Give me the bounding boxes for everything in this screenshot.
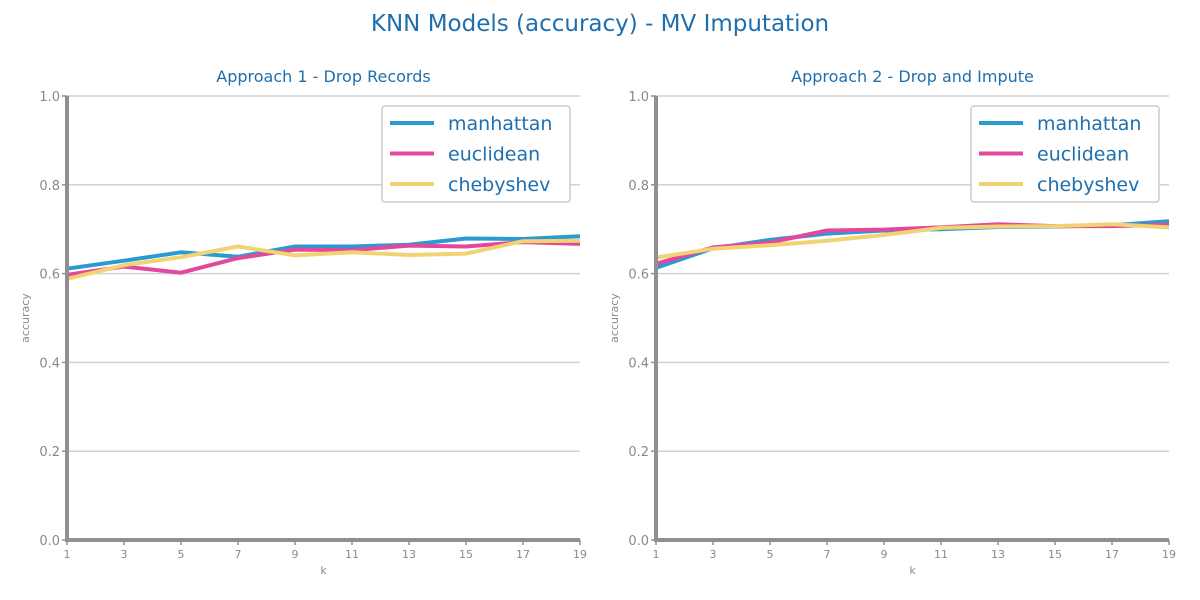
x-tick-label: 9 — [881, 548, 888, 561]
chart-panel-2: Approach 2 - Drop and Impute 0.0 0.2 0.4 0.6… — [608, 67, 1176, 577]
y-tick-label: 0.6 — [628, 268, 649, 283]
x-tick-label: 19 — [1162, 548, 1176, 561]
legend-label-euclidean: euclidean — [448, 144, 540, 166]
y-tick-label: 0.8 — [628, 179, 649, 194]
x-tick-label: 15 — [1048, 548, 1062, 561]
y-tick-label: 0.4 — [39, 356, 60, 371]
x-tick-label: 17 — [1105, 548, 1119, 561]
series-line-euclidean — [66, 240, 581, 277]
x-tick-label: 7 — [824, 548, 831, 561]
x-tick-label: 3 — [710, 548, 717, 561]
legend-label-chebyshev: chebyshev — [448, 174, 550, 196]
y-axis-label: accuracy — [608, 293, 621, 343]
legend: manhattan euclidean chebyshev — [970, 105, 1160, 203]
legend-box — [381, 105, 571, 203]
y-tick-label: 1.0 — [39, 90, 60, 105]
y-tick-label: 0.0 — [628, 534, 649, 549]
x-tick-label: 7 — [235, 548, 242, 561]
y-tick-label: 0.8 — [39, 179, 60, 194]
x-tick-label: 5 — [178, 548, 185, 561]
y-tick-label: 0.2 — [628, 445, 649, 460]
legend-label-manhattan: manhattan — [448, 113, 552, 135]
y-tick-label: 0.6 — [39, 268, 60, 283]
x-tick-label: 11 — [934, 548, 948, 561]
x-tick-label: 15 — [459, 548, 473, 561]
chart-title: Approach 1 - Drop Records — [216, 67, 430, 86]
legend-label-manhattan: manhattan — [1037, 113, 1141, 135]
series-line-chebyshev — [66, 238, 581, 281]
y-tick-label: 1.0 — [628, 90, 649, 105]
x-tick-label: 1 — [653, 548, 660, 561]
y-tick-label: 0.0 — [39, 534, 60, 549]
x-tick-label: 9 — [292, 548, 299, 561]
x-axis-label: k — [909, 564, 916, 577]
y-tick-label: 0.4 — [628, 356, 649, 371]
legend: manhattan euclidean chebyshev — [381, 105, 571, 203]
x-tick-label: 1 — [64, 548, 71, 561]
legend-label-euclidean: euclidean — [1037, 144, 1129, 166]
charts-container: Approach 1 - Drop Records 0.0 0.2 0.4 0.6 0.8… — [19, 67, 1176, 577]
x-tick-label: 13 — [991, 548, 1005, 561]
x-axis-label: k — [320, 564, 327, 577]
x-tick-label: 17 — [516, 548, 530, 561]
x-tick-label: 5 — [767, 548, 774, 561]
series-line-manhattan — [66, 234, 581, 271]
chart-title: Approach 2 - Drop and Impute — [791, 67, 1034, 86]
figure-title: KNN Models (accuracy) - MV Imputation — [371, 11, 829, 37]
y-axis-label: accuracy — [19, 293, 32, 343]
x-tick-label: 19 — [573, 548, 587, 561]
legend-box — [970, 105, 1160, 203]
y-tick-label: 0.2 — [39, 445, 60, 460]
x-tick-label: 3 — [121, 548, 128, 561]
series-line-chebyshev — [655, 222, 1170, 260]
legend-label-chebyshev: chebyshev — [1037, 174, 1139, 196]
x-tick-label: 13 — [402, 548, 416, 561]
x-tick-label: 11 — [345, 548, 359, 561]
chart-panel-1: Approach 1 - Drop Records 0.0 0.2 0.4 0.6 0.8… — [19, 67, 587, 577]
